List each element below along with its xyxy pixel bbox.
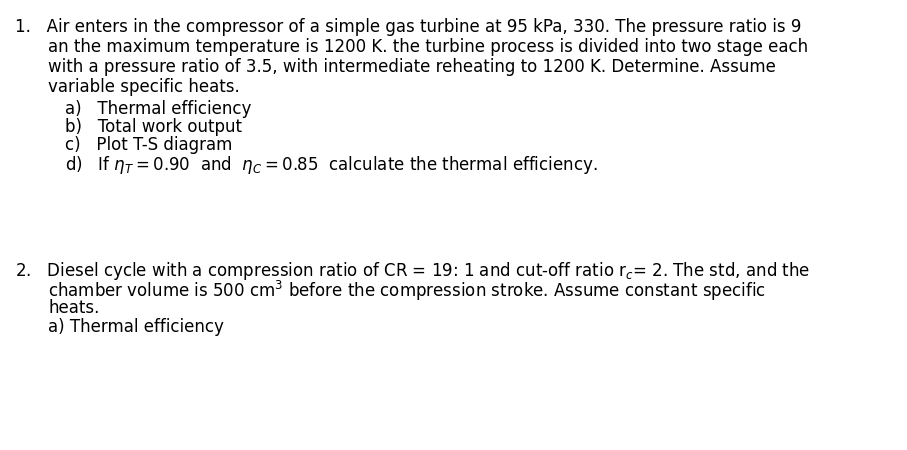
Text: with a pressure ratio of 3.5, with intermediate reheating to 1200 K. Determine. : with a pressure ratio of 3.5, with inter… bbox=[48, 58, 775, 76]
Text: a)   Thermal efficiency: a) Thermal efficiency bbox=[65, 100, 251, 118]
Text: 1.   Air enters in the compressor of a simple gas turbine at 95 kPa, 330. The pr: 1. Air enters in the compressor of a sim… bbox=[15, 18, 802, 36]
Text: b)   Total work output: b) Total work output bbox=[65, 118, 242, 136]
Text: heats.: heats. bbox=[48, 299, 100, 317]
Text: d)   If $\eta_T = 0.90$  and  $\eta_C = 0.85$  calculate the thermal efficiency.: d) If $\eta_T = 0.90$ and $\eta_C = 0.85… bbox=[65, 154, 598, 176]
Text: 2.   Diesel cycle with a compression ratio of CR = 19: 1 and cut-off ratio r$_c$: 2. Diesel cycle with a compression ratio… bbox=[15, 260, 810, 282]
Text: variable specific heats.: variable specific heats. bbox=[48, 78, 239, 96]
Text: an the maximum temperature is 1200 K. the turbine process is divided into two st: an the maximum temperature is 1200 K. th… bbox=[48, 38, 808, 56]
Text: c)   Plot T-S diagram: c) Plot T-S diagram bbox=[65, 136, 232, 154]
Text: chamber volume is 500 cm$^3$ before the compression stroke. Assume constant spec: chamber volume is 500 cm$^3$ before the … bbox=[48, 279, 766, 303]
Text: a) Thermal efficiency: a) Thermal efficiency bbox=[48, 318, 224, 336]
